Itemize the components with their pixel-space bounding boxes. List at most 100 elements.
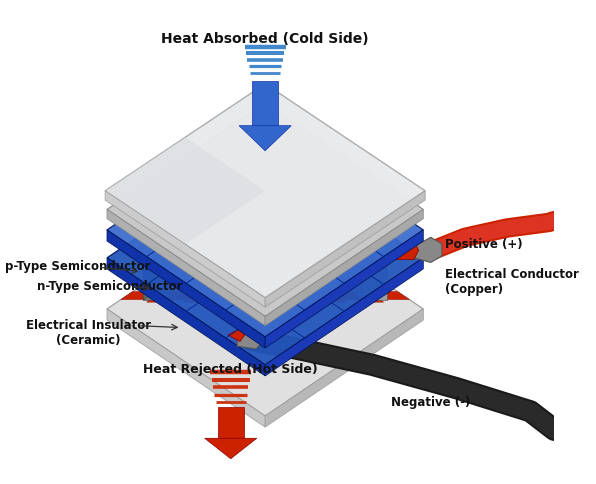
Text: Electrical Insulator
(Ceramic): Electrical Insulator (Ceramic) [26, 318, 151, 347]
Polygon shape [243, 215, 254, 247]
Polygon shape [320, 252, 350, 260]
Polygon shape [221, 289, 240, 302]
Polygon shape [107, 230, 265, 348]
Polygon shape [395, 242, 418, 260]
Text: Heat Absorbed (Cold Side): Heat Absorbed (Cold Side) [162, 32, 369, 45]
Polygon shape [252, 82, 278, 126]
Polygon shape [282, 225, 299, 233]
Polygon shape [280, 232, 283, 274]
Polygon shape [284, 252, 308, 260]
Polygon shape [275, 212, 291, 220]
Polygon shape [331, 292, 373, 300]
Polygon shape [293, 279, 327, 287]
Text: n: n [257, 296, 263, 305]
Polygon shape [107, 151, 423, 365]
Polygon shape [269, 209, 281, 223]
Polygon shape [244, 252, 265, 260]
Polygon shape [105, 138, 265, 245]
Polygon shape [414, 238, 442, 263]
Polygon shape [239, 126, 291, 151]
Polygon shape [260, 263, 271, 276]
Polygon shape [335, 242, 353, 274]
Polygon shape [180, 252, 210, 260]
Polygon shape [157, 292, 199, 300]
Polygon shape [287, 236, 303, 249]
Polygon shape [265, 252, 287, 260]
Polygon shape [290, 225, 311, 233]
Polygon shape [216, 259, 244, 268]
Polygon shape [283, 188, 287, 221]
Polygon shape [265, 309, 423, 427]
Polygon shape [280, 232, 301, 242]
Polygon shape [267, 209, 274, 223]
Polygon shape [265, 230, 423, 348]
Polygon shape [256, 179, 263, 188]
Polygon shape [244, 236, 255, 249]
Polygon shape [265, 191, 425, 307]
Polygon shape [274, 179, 283, 221]
Polygon shape [243, 179, 257, 188]
Polygon shape [272, 212, 284, 220]
Polygon shape [274, 225, 288, 233]
Polygon shape [210, 205, 231, 215]
Polygon shape [265, 265, 291, 273]
Polygon shape [241, 209, 258, 223]
Polygon shape [147, 289, 175, 302]
Polygon shape [144, 259, 178, 268]
Polygon shape [218, 407, 244, 439]
Polygon shape [141, 279, 181, 287]
Polygon shape [274, 205, 287, 215]
Polygon shape [305, 263, 325, 276]
Polygon shape [187, 265, 219, 273]
Polygon shape [210, 215, 221, 247]
Polygon shape [274, 205, 276, 247]
Polygon shape [263, 209, 266, 223]
Polygon shape [172, 279, 209, 287]
Polygon shape [243, 205, 257, 215]
Polygon shape [243, 225, 257, 233]
Polygon shape [144, 259, 155, 301]
Text: p: p [287, 243, 293, 252]
Polygon shape [229, 232, 234, 274]
Polygon shape [243, 205, 247, 247]
Polygon shape [176, 232, 188, 274]
Polygon shape [216, 268, 241, 301]
Polygon shape [203, 279, 237, 287]
Polygon shape [352, 259, 387, 268]
Text: n: n [238, 243, 243, 252]
Polygon shape [269, 188, 274, 221]
Polygon shape [288, 268, 314, 301]
Polygon shape [184, 289, 207, 302]
Polygon shape [237, 331, 265, 349]
Polygon shape [239, 265, 265, 273]
Polygon shape [107, 210, 265, 326]
Polygon shape [350, 279, 390, 287]
Polygon shape [300, 205, 321, 215]
Polygon shape [265, 279, 296, 287]
Polygon shape [283, 242, 301, 274]
Polygon shape [107, 202, 423, 416]
Polygon shape [107, 258, 265, 376]
Text: n: n [297, 216, 303, 225]
Polygon shape [267, 179, 269, 221]
Polygon shape [249, 209, 260, 223]
Text: Positive (+): Positive (+) [445, 238, 522, 251]
Polygon shape [283, 263, 298, 276]
Polygon shape [355, 289, 384, 302]
Polygon shape [223, 252, 247, 260]
Text: p: p [307, 270, 312, 278]
Polygon shape [287, 259, 314, 268]
Polygon shape [300, 236, 321, 249]
Polygon shape [291, 289, 310, 302]
Polygon shape [256, 188, 261, 221]
Polygon shape [265, 212, 272, 220]
Polygon shape [259, 212, 265, 220]
Polygon shape [107, 123, 423, 337]
Polygon shape [243, 179, 254, 221]
Polygon shape [232, 263, 247, 276]
Polygon shape [326, 232, 335, 274]
Text: p: p [228, 216, 233, 225]
Polygon shape [302, 252, 329, 260]
Polygon shape [274, 179, 287, 188]
Polygon shape [275, 236, 286, 249]
